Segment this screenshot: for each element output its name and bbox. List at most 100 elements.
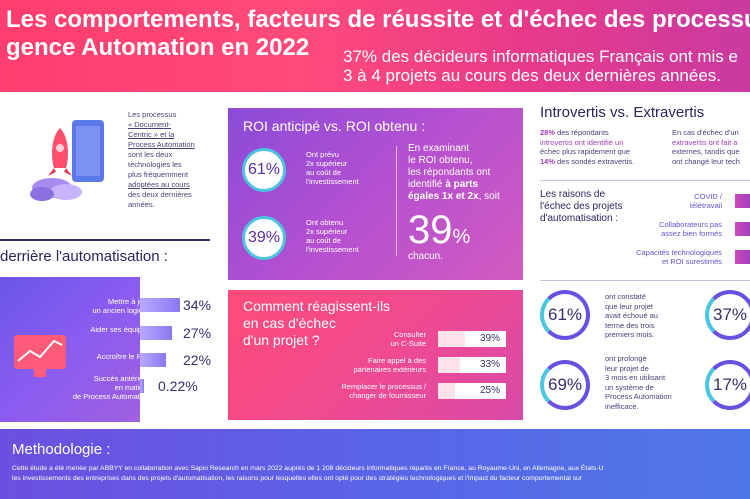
- failure-title-line: Comment réagissent-ils: [243, 298, 391, 314]
- failure-bar-fill: [438, 331, 465, 347]
- extravert-line: externes, tandis que: [672, 147, 740, 156]
- roi-desc-line: l'investissement: [306, 245, 359, 254]
- introvert-pct: 14%: [540, 156, 556, 166]
- automation-title: derrière l'automatisation :: [0, 248, 168, 265]
- automation-panel: [0, 277, 140, 422]
- reasons-title-line: Les raisons de: [540, 189, 606, 200]
- reason-bar: [735, 222, 750, 236]
- reason-label-line: et ROI surestimés: [661, 257, 722, 266]
- failure-panel: Comment réagissent-ils en cas d'échec d'…: [228, 290, 523, 420]
- automation-label-line: Aider ses équipes: [90, 325, 150, 334]
- header-subtitle: 37% des décideurs informatiques Français…: [343, 47, 750, 85]
- title-line-2: gence Automation en 2022: [6, 34, 310, 61]
- roi-summary-line: égales 1x et 2x, soit: [408, 191, 518, 203]
- failure-label: Consulter un C-Suite: [328, 330, 426, 348]
- roi-big-unit: %: [452, 226, 471, 248]
- stat-ring-17: 17%: [705, 360, 750, 410]
- subtitle-line-2: 3 à 4 projets au cours des deux dernière…: [343, 66, 722, 85]
- stat-line: ont constaté: [605, 292, 646, 301]
- automation-label-line: Succès antérieur: [93, 374, 150, 383]
- chart-illustration-icon: [14, 335, 66, 377]
- failure-bar: 33%: [438, 357, 506, 373]
- failure-title-line: en cas d'échec: [243, 315, 336, 331]
- roi-panel: ROI anticipé vs. ROI obtenu : 61% Ont pr…: [228, 108, 523, 280]
- roi-desc-line: Ont prévu: [306, 150, 339, 159]
- failure-label-line: un C-Suite: [390, 339, 426, 348]
- reason-bar: [735, 194, 750, 208]
- subtitle-line-1: 37% des décideurs informatiques Français…: [343, 47, 738, 66]
- roi-desc-anticipated: Ont prévu 2x supérieur au coût de l'inve…: [306, 150, 386, 186]
- intro-line: sont les deux: [128, 150, 173, 159]
- roi-desc-line: au coût de: [306, 236, 342, 245]
- intro-line: adoptées au cours: [128, 180, 190, 189]
- stat-line: leur projet de: [605, 363, 649, 373]
- reason-label-line: assez bien formés: [661, 229, 722, 238]
- stat-text-failed: ont constaté que leur projet avait échou…: [605, 292, 685, 340]
- intro-line: Les processus: [128, 110, 177, 119]
- automation-bar: [140, 379, 144, 393]
- stat-line: un système de: [605, 382, 654, 392]
- automation-label-line: Mettre à jour: [107, 297, 150, 306]
- intro-line: années.: [128, 200, 155, 209]
- section-divider: [540, 280, 750, 281]
- roi-big-value: 39: [408, 208, 453, 252]
- failure-title: Comment réagissent-ils en cas d'échec d'…: [243, 298, 393, 349]
- introvert-pct: 28%: [540, 128, 556, 137]
- header-banner: Les comportements, facteurs de réussite …: [0, 0, 750, 92]
- extravert-line: ont changé leur tech: [672, 156, 740, 166]
- roi-title: ROI anticipé vs. ROI obtenu :: [243, 118, 426, 134]
- automation-label-line: Accroître le ROI: [96, 352, 150, 361]
- roi-summary-part: , soit: [478, 191, 500, 202]
- failure-label: Remplacer le processus / changer de fourn…: [328, 382, 426, 400]
- automation-label: Succès antérieur en matière de Process Aut…: [40, 374, 150, 401]
- introvert-text: 28% des répondants introvertis ont ident…: [540, 128, 635, 166]
- roi-big-number: 39%: [408, 208, 470, 253]
- intro-line: des deux dernières: [128, 190, 192, 199]
- stat-ring-prolonged: 69%: [540, 360, 590, 410]
- intro-line: technologies les: [128, 160, 182, 169]
- reason-label-line: COVID /: [694, 192, 722, 201]
- roi-summary-bold: à parts: [445, 179, 479, 190]
- methodology-title: Methodologie :: [12, 441, 111, 458]
- failure-label-line: changer de fournisseur: [349, 391, 426, 400]
- intro-line: plus fréquemment: [128, 170, 189, 179]
- section-divider: [0, 239, 210, 241]
- automation-value: 27%: [183, 325, 212, 341]
- roi-divider: [396, 146, 397, 256]
- introvert-part: des sondés extravertis.: [555, 156, 635, 166]
- roi-summary-line: identifié à parts: [408, 179, 518, 191]
- methodology-text: Cette étude a été menée par ABBYY en col…: [12, 464, 750, 483]
- stat-ring-37: 37%: [705, 290, 750, 340]
- introvert-part: des répondants: [555, 128, 609, 137]
- roi-desc-line: l'investissement: [306, 177, 359, 186]
- intro-line: « Document-: [128, 120, 171, 129]
- reason-label-line: télétravail: [689, 201, 722, 210]
- failure-bar: 39%: [438, 331, 506, 347]
- failure-value: 39%: [479, 333, 500, 344]
- roi-ring-anticipated: 61%: [242, 148, 286, 192]
- section-divider: [540, 180, 750, 181]
- stat-text-prolonged: ont prolongé leur projet de 3 mois en ut…: [605, 354, 685, 411]
- page-title: Les comportements, facteurs de réussite …: [6, 6, 750, 62]
- roi-summary: En examinant le ROI obtenu, les répondan…: [408, 143, 518, 203]
- automation-label: Mettre à jour un ancien logiciel: [40, 297, 150, 315]
- extravert-line: En cas d'échec d'un: [672, 128, 739, 137]
- automation-label: Aider ses équipes: [40, 325, 150, 334]
- extravert-line: extravertis ont fait a: [672, 137, 738, 147]
- roi-summary-line: En examinant: [408, 143, 470, 154]
- introvert-title: Introvertis vs. Extravertis: [540, 104, 705, 121]
- stat-ring-failed-3-months: 61%: [540, 290, 590, 340]
- automation-value: 22%: [183, 352, 212, 368]
- reason-label: COVID / télétravail: [610, 192, 722, 210]
- automation-label-line: un ancien logiciel: [92, 306, 150, 315]
- reasons-title-line: d'automatisation :: [540, 213, 619, 224]
- failure-bar-fill: [438, 383, 455, 399]
- stat-line: inefficace.: [605, 401, 639, 411]
- title-line-1: Les comportements, facteurs de réussite …: [6, 6, 750, 33]
- reason-label: Collaborateurs pas assez bien formés: [610, 220, 722, 238]
- reasons-title: Les raisons de l'échec des projets d'aut…: [540, 189, 630, 225]
- automation-bar: [140, 298, 180, 312]
- stat-line: premiers mois.: [605, 330, 655, 339]
- automation-label-line: de Process Automation: [72, 392, 150, 401]
- methodology-line: Cette étude a été menée par ABBYY en col…: [12, 465, 604, 472]
